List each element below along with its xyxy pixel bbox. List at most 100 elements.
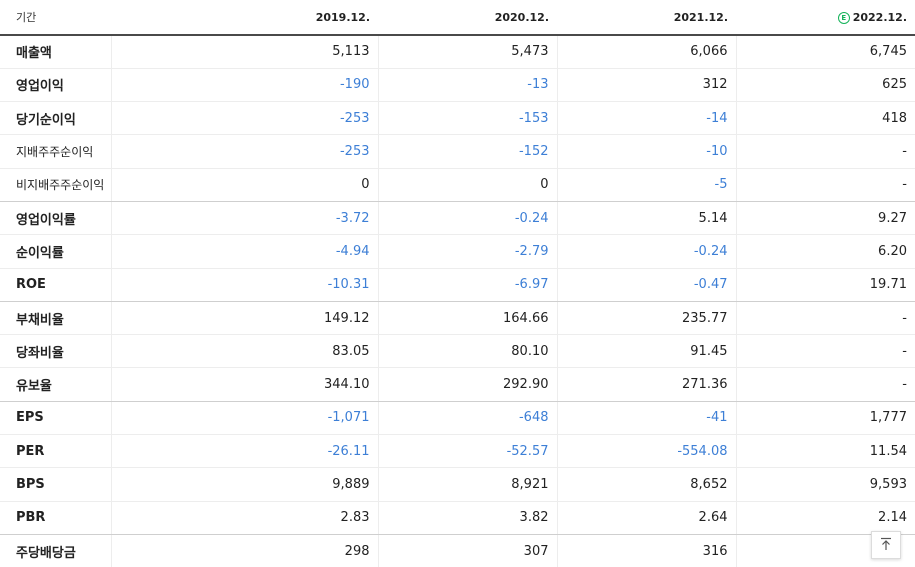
table-cell: 271.36 [557,367,737,402]
table-cell: 307 [378,534,558,567]
table-row: 당좌비율 83.05 80.10 91.45- [0,334,915,369]
table-row: ROE -10.31 -6.97 -0.47 19.71 [0,268,915,302]
table-cell: 5,473 [378,35,558,69]
table-cell: 2.64 [557,501,737,535]
table-row: BPS 9,889 8,921 8,652 9,593 [0,467,915,502]
table-cell: 6,066 [557,35,737,69]
table-row: 매출액 5,113 5,473 6,066 6,745 [0,35,915,69]
row-label: 영업이익률 [0,201,112,236]
table-row: 유보율 344.10 292.90 271.36- [0,367,915,402]
period-header-2021: 2021.12. [557,0,736,36]
table-cell: -26.11 [111,434,379,469]
table-cell: 2.14 [736,501,915,535]
table-cell: -2.79 [378,234,558,269]
table-cell: 235.77 [557,301,737,336]
row-label: 부채비율 [0,301,112,336]
table-cell: -253 [111,134,379,169]
table-cell: -14 [557,101,737,136]
table-cell: -153 [378,101,558,136]
table-cell: 8,921 [378,467,558,502]
table-row: 영업이익 -190 -13 312 625 [0,68,915,103]
table-cell: 149.12 [111,301,379,336]
table-row: 주당배당금 298 307 316 [0,534,915,567]
table-cell: -0.24 [378,201,558,236]
table-cell: -648 [378,401,558,436]
table-cell: -10.31 [111,268,379,302]
table-cell: - [736,367,915,402]
table-cell: -6.97 [378,268,558,302]
table-cell: 5.14 [557,201,737,236]
row-label: 당기순이익 [0,101,112,136]
table-cell: 8,652 [557,467,737,502]
table-cell: -4.94 [111,234,379,269]
table-cell: 9.27 [736,201,915,236]
table-cell: 418 [736,101,915,136]
table-cell: 6,745 [736,35,915,69]
table-cell: - [736,301,915,336]
row-label: 비지배주주순이익 [0,168,112,202]
table-cell: 9,889 [111,467,379,502]
header-row: 기간 2019.12. 2020.12. 2021.12. E 2022.12. [0,0,915,36]
row-label: 유보율 [0,367,112,402]
table-cell: 292.90 [378,367,558,402]
table-row: EPS -1,071 -648 -41 1,777 [0,401,915,436]
table-cell: 11.54 [736,434,915,469]
table-row: PBR 2.83 3.82 2.64 2.14 [0,501,915,535]
table-cell: 1,777 [736,401,915,436]
table-cell: - [736,168,915,202]
table-row: PER -26.11 -52.57 -554.08 11.54 [0,434,915,469]
row-label: EPS [0,401,112,436]
table-cell: 9,593 [736,467,915,502]
table-cell: -0.24 [557,234,737,269]
period-header-2019: 2019.12. [111,0,378,36]
table-cell: 3.82 [378,501,558,535]
table-cell: -3.72 [111,201,379,236]
table-cell: -13 [378,68,558,103]
table-cell: -554.08 [557,434,737,469]
table-cell: 316 [557,534,737,567]
table-cell: 298 [111,534,379,567]
table-cell: -190 [111,68,379,103]
table-cell: -41 [557,401,737,436]
row-label: 순이익률 [0,234,112,269]
row-label: 지배주주순이익 [0,134,112,169]
estimate-icon: E [837,11,850,24]
table-cell: 80.10 [378,334,558,369]
row-label: ROE [0,268,112,302]
table-row: 부채비율 149.12 164.66 235.77- [0,301,915,336]
table-row: 당기순이익 -253 -153 -14 418 [0,101,915,136]
period-header-2020: 2020.12. [378,0,557,36]
table-cell: 19.71 [736,268,915,302]
row-label: 주당배당금 [0,534,112,567]
table-cell: -152 [378,134,558,169]
table-cell: 6.20 [736,234,915,269]
period-column-header: 기간 [0,0,111,36]
table-row: 영업이익률 -3.72 -0.24 5.14 9.27 [0,201,915,236]
table-row: 지배주주순이익 -253 -152 -10- [0,134,915,169]
table-cell: 164.66 [378,301,558,336]
row-label: 매출액 [0,35,112,69]
period-header-2022-label: 2022.12. [852,10,907,24]
table-row: 순이익률 -4.94 -2.79 -0.24 6.20 [0,234,915,269]
table-row: 비지배주주순이익 0 0 -5- [0,168,915,202]
table-cell: 91.45 [557,334,737,369]
table-cell: -5 [557,168,737,202]
table-cell: -10 [557,134,737,169]
scroll-to-top-button[interactable] [871,531,901,559]
table-cell: -52.57 [378,434,558,469]
table-cell: 625 [736,68,915,103]
table-cell: 5,113 [111,35,379,69]
table-cell: 312 [557,68,737,103]
table-cell: 2.83 [111,501,379,535]
table-cell: - [736,134,915,169]
period-header-2022-estimate: E 2022.12. [736,0,915,36]
table-cell: -253 [111,101,379,136]
table-cell: -0.47 [557,268,737,302]
row-label: PBR [0,501,112,535]
table-cell: -1,071 [111,401,379,436]
table-cell: 0 [111,168,379,202]
table-cell: 0 [378,168,558,202]
table-cell: 83.05 [111,334,379,369]
